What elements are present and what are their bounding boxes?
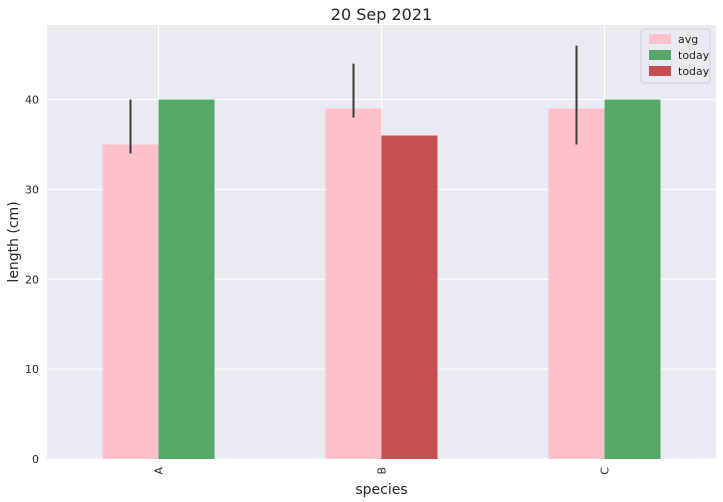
x-tick-labels: A B C	[153, 467, 612, 475]
legend-swatch	[649, 34, 671, 44]
y-tick-label: 40	[25, 94, 39, 107]
y-axis-label: length (cm)	[6, 201, 22, 282]
legend-swatch	[649, 66, 671, 76]
bar-today-A	[158, 99, 215, 459]
x-tick-label: B	[376, 467, 389, 475]
legend-label: today	[678, 65, 710, 78]
x-tick-label: C	[599, 467, 612, 475]
y-tick-labels: 0 10 20 30 40	[25, 94, 39, 466]
error-bars	[129, 45, 578, 154]
bar-today-B	[381, 135, 438, 460]
legend-label: today	[678, 49, 710, 62]
y-tick-label: 30	[25, 183, 39, 196]
legend: avg today today	[640, 28, 711, 84]
bar-avg-A	[102, 144, 159, 459]
bar-avg-B	[325, 108, 382, 459]
y-tick-label: 10	[25, 363, 39, 376]
y-tick-label: 20	[25, 273, 39, 286]
legend-label: avg	[678, 33, 698, 46]
chart-title: 20 Sep 2021	[331, 5, 432, 24]
y-tick-label: 0	[32, 453, 39, 466]
x-axis-label: species	[355, 482, 407, 498]
bar-today-C	[604, 99, 661, 459]
bars	[102, 99, 661, 460]
legend-swatch	[649, 50, 671, 60]
bar-avg-C	[548, 108, 605, 459]
x-tick-label: A	[153, 467, 166, 475]
